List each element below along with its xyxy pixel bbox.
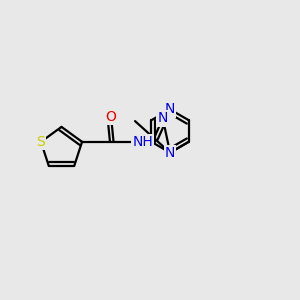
Text: NH: NH — [133, 135, 153, 149]
Text: N: N — [165, 102, 175, 116]
Text: S: S — [37, 135, 45, 149]
Text: N: N — [165, 146, 175, 160]
Text: O: O — [106, 110, 117, 124]
Text: N: N — [158, 111, 168, 125]
